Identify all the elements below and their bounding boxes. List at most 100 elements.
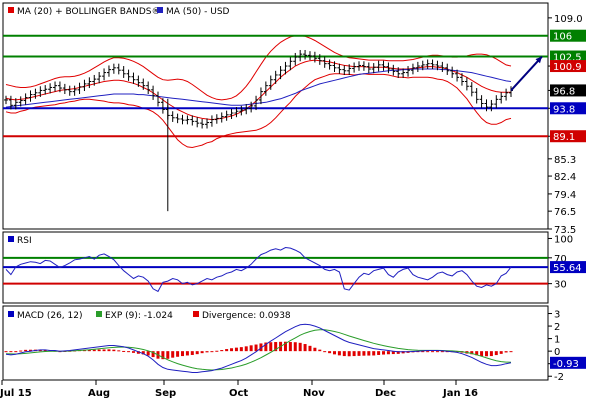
legend-macd-swatch	[8, 311, 14, 317]
y-tick-label: 79.4	[554, 190, 576, 201]
divergence-bar	[313, 347, 317, 352]
divergence-bar	[195, 351, 199, 355]
divergence-bar	[127, 351, 131, 353]
divergence-bar	[190, 351, 194, 355]
divergence-bar	[347, 351, 351, 357]
level-tag-102.5: 102.5	[553, 53, 582, 64]
divergence-bar	[372, 351, 376, 356]
legend-macd: MACD (26, 12)	[17, 311, 83, 321]
divergence-bar	[440, 351, 444, 353]
rsi-value-tag-bg	[550, 261, 586, 274]
divergence-bar	[391, 351, 395, 355]
level-tag-106-bg	[550, 29, 586, 42]
divergence-bar	[166, 351, 170, 359]
divergence-bar	[254, 344, 258, 352]
divergence-bar	[499, 351, 503, 354]
divergence-bar	[205, 351, 209, 353]
macd-value-tag: -0.93	[553, 359, 579, 370]
level-tag-106: 106	[553, 32, 572, 43]
y-tick-label: 73.5	[554, 225, 576, 236]
macd-tick-label: 3	[554, 310, 560, 321]
price-panel: 109.0 100.9 96.8 93.8 89.1 85.3 82.4 79.4 76.5 73…	[3, 7, 586, 236]
divergence-bar	[19, 350, 23, 352]
panel-frame-1	[2, 2, 549, 230]
divergence-bar	[43, 349, 47, 352]
divergence-bar	[509, 351, 513, 353]
legend-rsi-swatch	[8, 236, 14, 242]
rsi-tick-label: 30	[554, 280, 567, 291]
divergence-bar	[328, 351, 332, 354]
divergence-bar	[24, 349, 28, 352]
divergence-bar	[470, 351, 474, 355]
divergence-bar	[176, 351, 180, 357]
divergence-bar	[484, 351, 488, 357]
divergence-bar	[494, 351, 498, 356]
x-tick-label: Dec	[375, 388, 396, 399]
divergence-bar	[475, 351, 479, 356]
divergence-bar	[122, 350, 126, 352]
divergence-bar	[318, 349, 322, 352]
marker-tag-last-price: 96.8	[553, 86, 575, 97]
divergence-bar	[131, 351, 135, 353]
divergence-bar	[87, 349, 91, 352]
divergence-bar	[337, 351, 341, 356]
divergence-bar	[107, 349, 111, 352]
divergence-bar	[421, 351, 425, 353]
divergence-bar	[435, 351, 439, 353]
y-tick-label: 85.3	[554, 155, 576, 166]
divergence-bar	[210, 351, 214, 353]
divergence-bar	[396, 351, 400, 354]
divergence-bar	[9, 351, 13, 353]
legend-divergence-swatch	[193, 311, 199, 317]
legend-exp: EXP (9): -1.024	[105, 311, 173, 321]
ma50-line	[5, 68, 512, 108]
divergence-bar	[136, 351, 140, 354]
marker-tag-upper-band-bg	[550, 60, 586, 73]
divergence-bar	[303, 344, 307, 352]
legend-divergence: Divergence: 0.0938	[202, 311, 291, 321]
divergence-bar	[234, 347, 238, 352]
divergence-bar	[489, 351, 493, 357]
divergence-bar	[264, 342, 268, 352]
macd-line	[5, 323, 512, 373]
divergence-bar	[480, 351, 484, 357]
divergence-bar	[14, 351, 18, 353]
divergence-bar	[382, 351, 386, 355]
legend-rsi: RSI	[17, 236, 32, 246]
legend-ma50-swatch	[157, 7, 163, 13]
divergence-bar	[259, 343, 263, 352]
divergence-bar	[220, 350, 224, 352]
level-tag-102.5-bg	[550, 50, 586, 63]
divergence-bar	[274, 342, 278, 352]
date-axis: Jul 15 Aug Sep Oct Nov Dec Jan 16	[0, 380, 478, 399]
divergence-bar	[367, 351, 371, 356]
divergence-bar	[298, 342, 302, 352]
divergence-bar	[117, 350, 121, 352]
y-tick-label: 82.4	[554, 172, 576, 183]
divergence-bar	[4, 351, 8, 353]
macd-tick-label: 0	[554, 347, 560, 358]
divergence-bar	[225, 349, 229, 352]
marker-tag-upper-band: 100.9	[553, 62, 582, 73]
divergence-bar	[288, 342, 292, 352]
x-tick-label: Jan 16	[442, 388, 478, 399]
level-tag-89.1-bg	[550, 130, 586, 143]
level-tag-89.1: 89.1	[553, 132, 575, 143]
divergence-bar	[504, 351, 508, 353]
divergence-bar	[161, 351, 165, 360]
divergence-bar	[146, 351, 150, 356]
ma20-line	[5, 59, 511, 121]
rsi-panel: 100 70 30 55.64 RSI	[3, 234, 586, 293]
level-tag-93.8-bg	[550, 102, 586, 115]
divergence-bar	[185, 351, 189, 356]
divergence-bar	[332, 351, 336, 355]
divergence-bar	[171, 351, 175, 358]
divergence-bar	[151, 351, 155, 358]
divergence-bar	[293, 342, 297, 352]
bollinger-lower-line	[5, 73, 512, 149]
divergence-bar	[323, 351, 327, 353]
macd-tick-label: -2	[554, 372, 564, 383]
x-tick-label: Sep	[155, 388, 176, 399]
